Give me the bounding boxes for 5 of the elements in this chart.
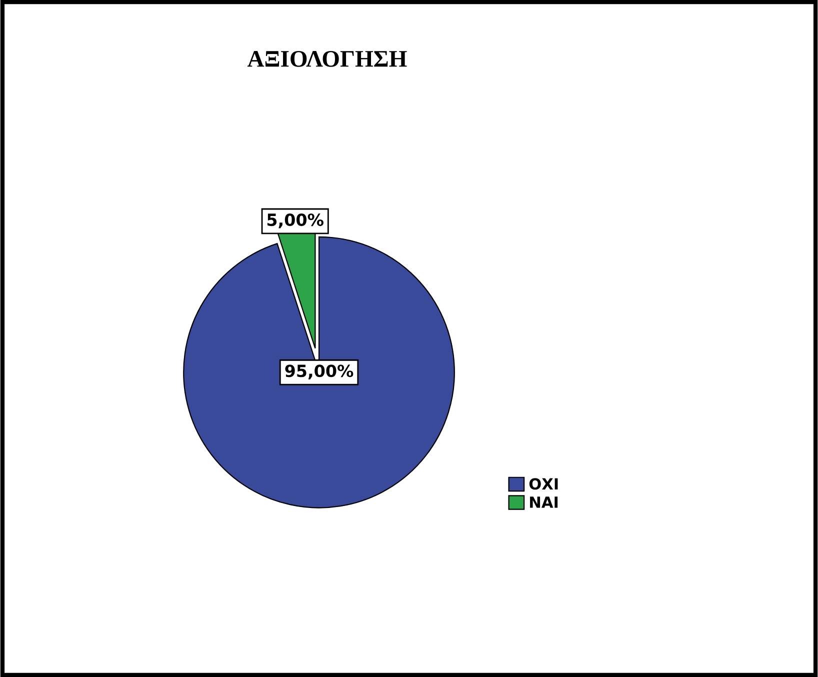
chart-title: ΑΞΙΟΛΟΓΗΣΗ	[247, 50, 407, 67]
data-label: 5,00%	[267, 213, 324, 228]
legend-label: ΟΧΙ	[529, 478, 558, 490]
legend-label: ΝΑΙ	[530, 496, 558, 508]
data-label: 95,00%	[285, 364, 354, 380]
